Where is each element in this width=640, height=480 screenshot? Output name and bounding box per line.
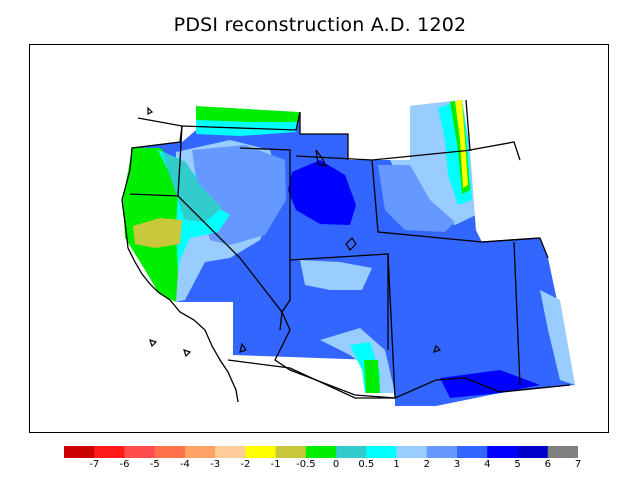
colorbar-swatch-10 (366, 446, 398, 458)
field-olive-patch (133, 218, 182, 248)
field-lightblue-east (540, 290, 575, 385)
border-az-nm (274, 260, 396, 399)
colorbar-swatch-8 (305, 446, 337, 458)
field-midblue-ne (378, 165, 455, 232)
colorbar-label: 5 (514, 459, 521, 470)
colorbar-label: 4 (484, 459, 491, 470)
coastline (121, 117, 239, 403)
colorbar-label: 0 (332, 459, 340, 470)
field-blue-central (288, 232, 480, 330)
lakes-islands (147, 106, 442, 358)
colorbar-swatch-13 (457, 446, 488, 458)
colorbar-label: 2 (423, 459, 430, 470)
field-deep-blue-center (288, 160, 356, 225)
colorbar-label: -3 (210, 459, 221, 470)
colorbar-label: -0.5 (296, 459, 316, 470)
colorbar (64, 446, 578, 458)
field-teal-coast (162, 152, 222, 222)
border-ca-nv (177, 125, 283, 331)
map-title: PDSI reconstruction A.D. 1202 (173, 14, 467, 36)
colorbar-swatch-15 (517, 446, 549, 458)
border-mexico (227, 359, 395, 399)
pdsi-field (30, 45, 575, 432)
colorbar-swatch-16 (547, 446, 578, 458)
mask-ocean (30, 45, 395, 432)
border-sd-nd (465, 99, 521, 161)
colorbar-label: 3 (453, 459, 461, 470)
border-nv-ut (239, 147, 291, 260)
colorbar-label: -7 (89, 459, 100, 470)
colorbar-label: 7 (574, 459, 582, 470)
colorbar-swatch-4 (184, 446, 216, 458)
colorbar-label: 6 (544, 459, 551, 470)
field-lightblue-south (300, 260, 372, 290)
colorbar-swatch-1 (94, 446, 125, 458)
island-2 (183, 349, 192, 358)
colorbar-label: -5 (149, 459, 160, 470)
colorbar-swatch-5 (215, 446, 246, 458)
island-5 (147, 106, 154, 115)
border-ks-ok (481, 237, 549, 259)
colorbar-label: 0.5 (358, 459, 375, 470)
colorbar-label: -1 (270, 459, 281, 470)
colorbar-swatch-14 (487, 446, 519, 458)
border-or-ca (129, 193, 179, 197)
colorbar-label: -2 (240, 459, 251, 470)
border-id-mt (181, 111, 349, 160)
border-nm-tx (387, 253, 571, 399)
pdsi-map (30, 45, 575, 432)
island-1 (149, 339, 158, 348)
field-yellow-ne (455, 100, 468, 188)
island-3 (239, 342, 247, 353)
island-4 (433, 344, 442, 353)
field-green-sw (364, 360, 380, 393)
field-deep-blue-se (440, 370, 540, 398)
lake-great-salt (315, 149, 328, 167)
colorbar-swatch-2 (124, 446, 156, 458)
colorbar-swatch-11 (396, 446, 428, 458)
mask-north-gap (300, 112, 380, 160)
colorbar-swatch-0 (64, 446, 95, 458)
colorbar-label: 1 (393, 459, 400, 470)
border-co-ks (513, 241, 521, 386)
lake-flathead (345, 237, 357, 251)
colorbar-swatch-9 (336, 446, 367, 458)
state-boundaries (121, 99, 571, 403)
colorbar-label: -6 (119, 459, 130, 470)
colorbar-label: -4 (179, 459, 190, 470)
colorbar-swatch-12 (426, 446, 458, 458)
colorbar-swatch-6 (245, 446, 277, 458)
mask-northeast (470, 142, 520, 242)
colorbar-swatch-3 (154, 446, 186, 458)
colorbar-swatch-7 (275, 446, 307, 458)
